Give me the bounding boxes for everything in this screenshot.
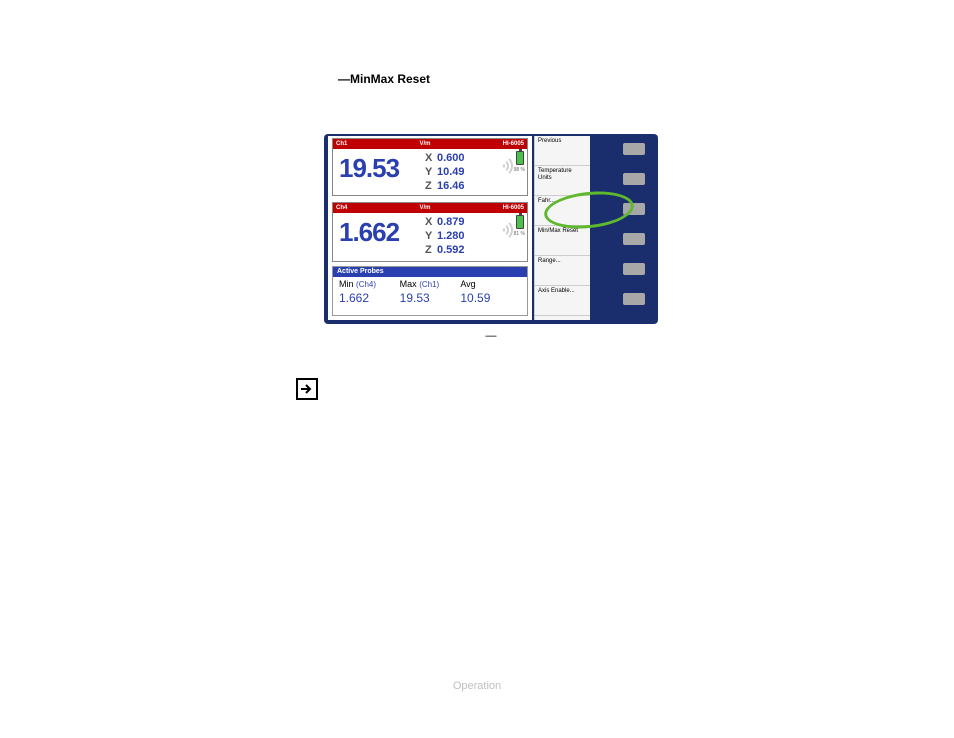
ch1-x: 0.600 — [437, 151, 465, 165]
active-probes-header: Active Probes — [333, 267, 527, 277]
ch1-unit: V/m — [419, 141, 430, 147]
lcd-screen: Ch1 V/m HI-6005 19.53 X0.600 Y10.49 Z16.… — [328, 136, 532, 320]
menu-temperature-units[interactable]: Temperature Units — [535, 166, 590, 196]
ch4-label: Ch4 — [336, 205, 347, 211]
max-channel: (Ch1) — [419, 280, 439, 289]
hardware-button-6[interactable] — [598, 290, 648, 308]
ch1-z: 16.46 — [437, 179, 465, 193]
axis-z-label: Z — [425, 243, 437, 257]
ch4-reading: 1.662 — [333, 213, 425, 261]
menu-previous[interactable]: Previous — [535, 136, 590, 166]
softkey-menu: Previous Temperature Units Fahr... Min/M… — [534, 136, 590, 320]
hardware-button-3[interactable] — [598, 200, 648, 218]
battery-icon — [516, 151, 524, 165]
ch1-y: 10.49 — [437, 165, 465, 179]
avg-value: 10.59 — [460, 291, 521, 305]
ch4-model: HI-6005 — [503, 205, 524, 211]
menu-fahrenheit[interactable]: Fahr... — [535, 196, 590, 226]
axis-z-label: Z — [425, 179, 437, 193]
ch4-y: 1.280 — [437, 229, 465, 243]
min-channel: (Ch4) — [356, 280, 376, 289]
max-value: 19.53 — [400, 291, 461, 305]
ch4-x: 0.879 — [437, 215, 465, 229]
channel-panel-ch4: Ch4 V/m HI-6005 1.662 X0.879 Y1.280 Z0.5… — [332, 202, 528, 262]
arrow-right-icon — [296, 378, 318, 400]
page-footer: Operation — [0, 680, 954, 692]
ch1-label: Ch1 — [336, 141, 347, 147]
ch1-reading: 19.53 — [333, 149, 425, 195]
hardware-button-1[interactable] — [598, 140, 648, 158]
axis-y-label: Y — [425, 229, 437, 243]
figure-caption: — — [324, 330, 658, 342]
ch4-z: 0.592 — [437, 243, 465, 257]
channel-header-ch1: Ch1 V/m HI-6005 — [333, 139, 527, 149]
note-marker — [296, 378, 686, 400]
min-value: 1.662 — [339, 291, 400, 305]
menu-minmax-reset[interactable]: Min/Max Reset — [535, 226, 590, 256]
channel-panel-ch1: Ch1 V/m HI-6005 19.53 X0.600 Y10.49 Z16.… — [332, 138, 528, 196]
ch1-battery-pct: 98 % — [514, 167, 525, 173]
hardware-button-5[interactable] — [598, 260, 648, 278]
ch1-model: HI-6005 — [503, 141, 524, 147]
battery-icon — [516, 215, 524, 229]
signal-icon — [491, 155, 513, 177]
hardware-button-2[interactable] — [598, 170, 648, 188]
ch4-unit: V/m — [419, 205, 430, 211]
axis-y-label: Y — [425, 165, 437, 179]
active-probes-panel: Active Probes Min (Ch4) Max (Ch1) Avg 1.… — [332, 266, 528, 316]
min-label: Min — [339, 279, 354, 289]
menu-range[interactable]: Range... — [535, 256, 590, 286]
device-screenshot: Ch1 V/m HI-6005 19.53 X0.600 Y10.49 Z16.… — [324, 134, 658, 324]
ch4-battery-pct: 81 % — [514, 231, 525, 237]
hardware-button-4[interactable] — [598, 230, 648, 248]
signal-icon — [491, 219, 513, 241]
avg-label: Avg — [460, 279, 475, 289]
menu-axis-enable[interactable]: Axis Enable... — [535, 286, 590, 316]
section-title: —MinMax Reset — [338, 72, 686, 86]
channel-header-ch4: Ch4 V/m HI-6005 — [333, 203, 527, 213]
max-label: Max — [400, 279, 417, 289]
axis-x-label: X — [425, 215, 437, 229]
axis-x-label: X — [425, 151, 437, 165]
